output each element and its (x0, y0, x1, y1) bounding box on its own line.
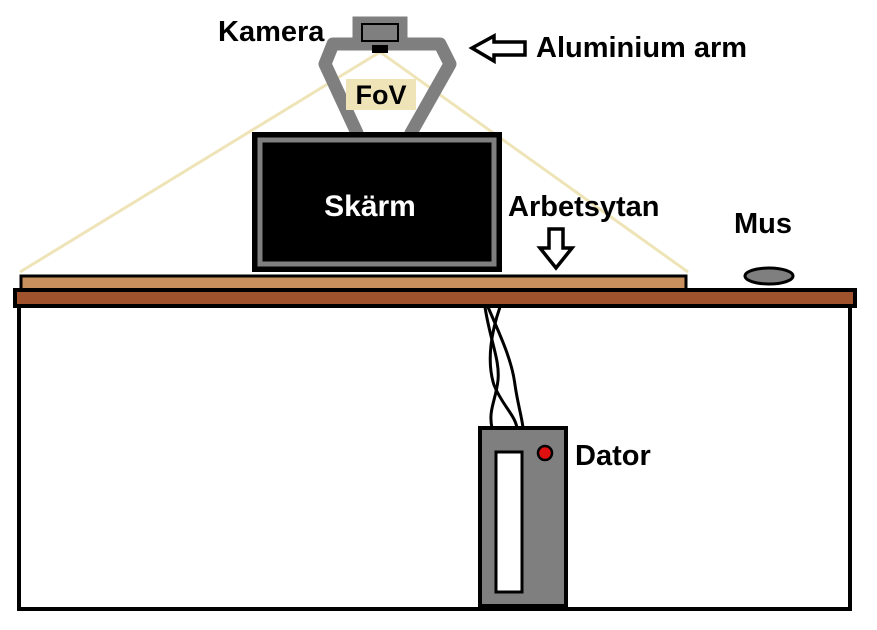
cable-3 (486, 306, 525, 429)
drive-slot (494, 450, 524, 594)
kamera-label: Kamera (218, 16, 325, 48)
cable-1 (483, 306, 500, 429)
skarm-label: Skärm (324, 190, 416, 223)
camera-icon (372, 45, 388, 53)
mus-label: Mus (734, 208, 792, 240)
fov-label: FoV (356, 80, 407, 110)
desk-top (13, 288, 857, 308)
arbetsytan-label: Arbetsytan (508, 191, 660, 223)
camera-lens-housing (361, 23, 399, 42)
dator-label: Dator (575, 440, 651, 472)
power-led-icon (536, 444, 554, 462)
monitor-screen (257, 137, 497, 267)
cable-2 (488, 306, 519, 429)
work-surface-arrow-icon (536, 227, 576, 271)
desk-body (17, 304, 852, 611)
fov-line-left (19, 50, 381, 274)
fov-label-bg (346, 79, 416, 110)
mouse-icon (743, 266, 795, 286)
cables (483, 306, 525, 429)
work-surface (19, 274, 688, 292)
arm-arrow-icon (468, 33, 527, 65)
aluminium-arm-label: Aluminium arm (536, 32, 747, 64)
